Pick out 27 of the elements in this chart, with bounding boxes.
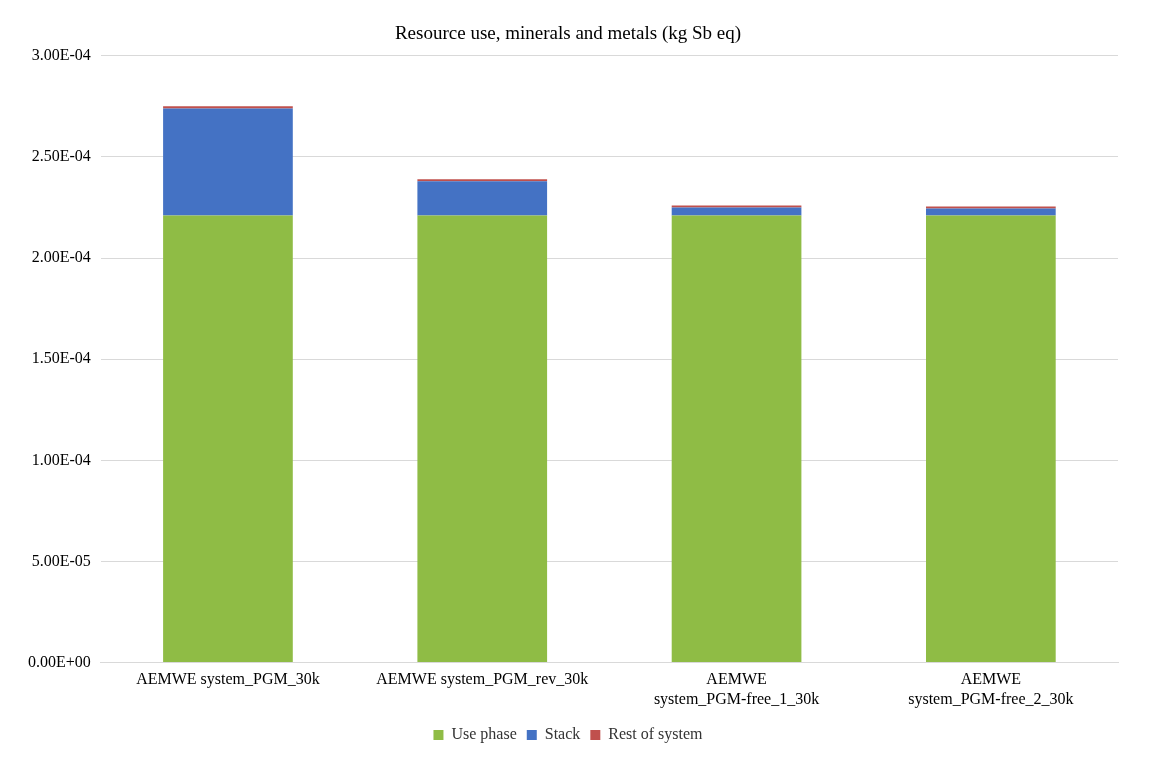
y-tick-label: 2.00E-04: [31, 248, 91, 266]
bar: [671, 215, 802, 663]
bar: [163, 108, 293, 216]
bar: [163, 215, 293, 663]
bar: [417, 181, 548, 216]
legend-label: Stack: [544, 725, 581, 743]
y-tick-label: 1.00E-04: [31, 450, 91, 468]
x-tick-label: AEMWE system_PGM-free_1_30k: [653, 670, 820, 708]
bar: [417, 179, 548, 182]
legend-label: Use phase: [451, 725, 517, 744]
bar: [163, 106, 293, 109]
y-tick-label: 2.50E-04: [31, 147, 91, 165]
y-tick-label: 5.00E-05: [31, 551, 91, 569]
bar: [926, 215, 1056, 663]
chart-title: Resource use, minerals and metals (kg Sb eq): [394, 22, 742, 45]
y-tick-label: 3.00E-04: [31, 46, 91, 63]
legend-label: Rest of system: [608, 725, 704, 744]
y-tick-label: 0.00E+00: [28, 652, 91, 670]
bar: [926, 206, 1056, 209]
x-tick-label: AEMWE system_PGM_30k: [136, 670, 320, 689]
bar: [671, 207, 802, 216]
bar: [417, 215, 548, 663]
y-tick-label: 1.50E-04: [31, 349, 91, 367]
x-tick-label: AEMWE system_PGM_rev_30k: [376, 670, 589, 689]
x-tick-label: AEMWE system_PGM-free_2_30k: [908, 670, 1074, 708]
bar: [926, 208, 1056, 216]
bar: [671, 205, 802, 208]
